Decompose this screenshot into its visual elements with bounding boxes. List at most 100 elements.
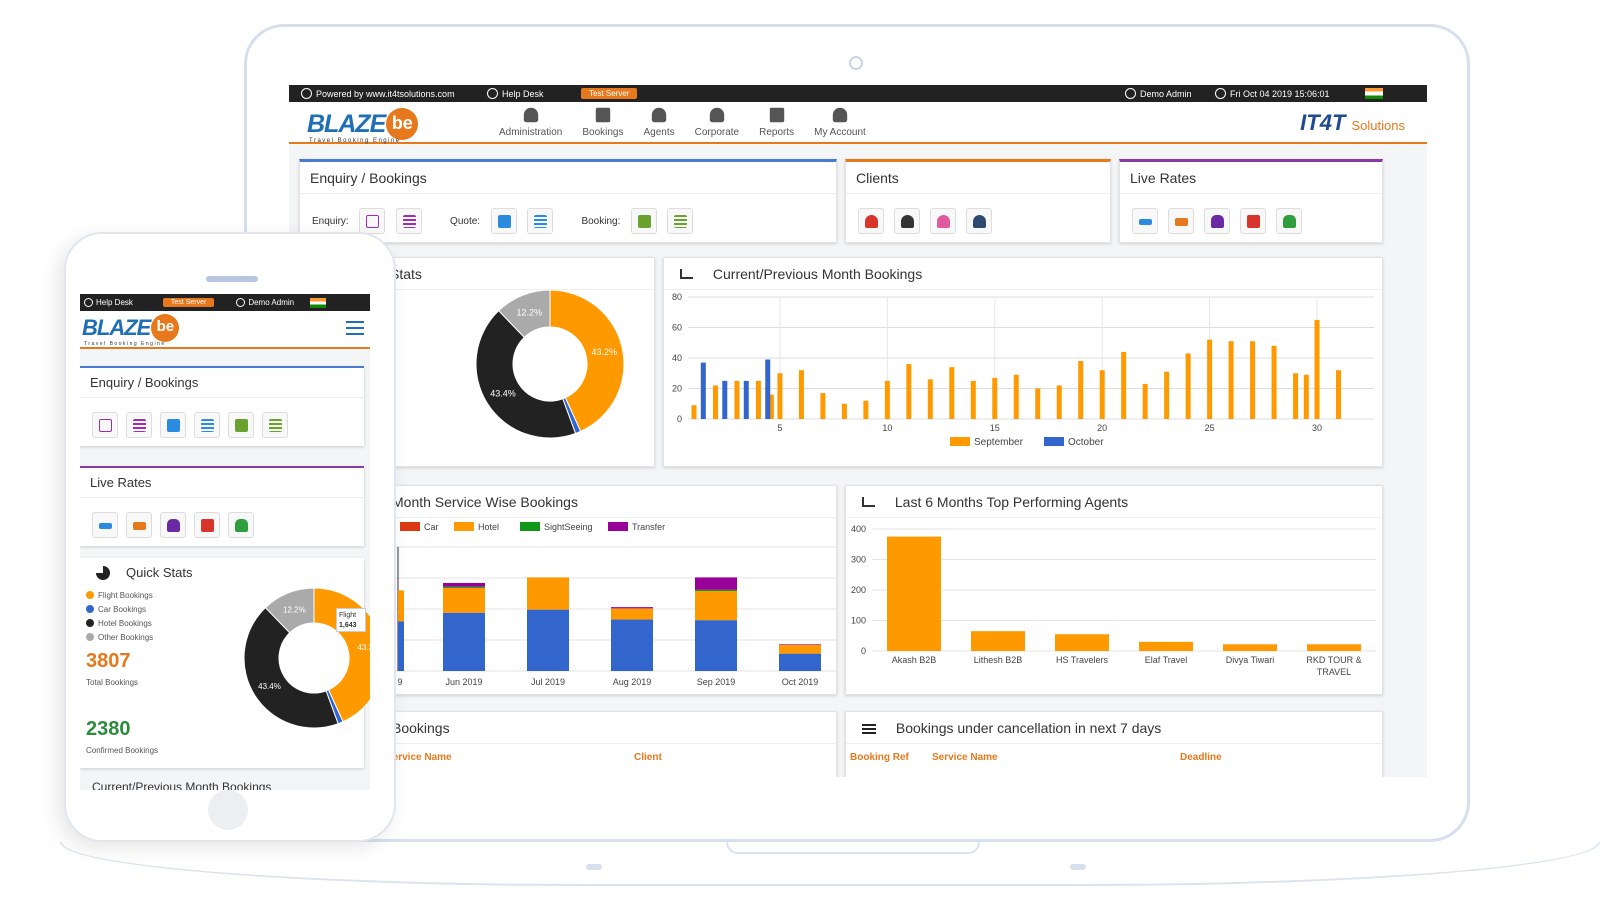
pie-data-label: 43.2%	[591, 347, 617, 357]
pie-data-label: 43.4%	[258, 682, 281, 691]
legend-label: Flight Bookings	[98, 590, 153, 600]
legend-label-car: Car	[424, 522, 439, 532]
quote-list-button[interactable]	[194, 412, 220, 438]
powered-by[interactable]: Powered by www.it4tsolutions.com	[301, 88, 455, 99]
legend-swatch-september	[950, 437, 970, 446]
bookings-pie-chart: 43.2% 43.4% 12.2%	[475, 289, 625, 439]
nav-my-account[interactable]: My Account	[814, 106, 866, 138]
col-booking-ref[interactable]: Booking Ref	[850, 752, 909, 763]
india-flag-icon[interactable]	[1365, 88, 1383, 99]
headset-icon	[84, 298, 93, 307]
bar-september	[1250, 341, 1256, 419]
user-menu[interactable]: Demo Admin	[1125, 88, 1192, 99]
phone-live-rates-panel: Live Rates	[80, 466, 364, 546]
phone-help-desk[interactable]: Help Desk	[84, 298, 133, 307]
panel-title: Enquiry / Bookings	[80, 368, 364, 398]
legend-label: Other Bookings	[98, 632, 154, 642]
phone-server-badge: Test Server	[162, 298, 215, 307]
x-tick-label: 9	[397, 677, 402, 687]
nav-reports[interactable]: Reports	[759, 106, 794, 138]
corporate-user-icon	[709, 107, 725, 123]
bar-september	[1303, 374, 1309, 419]
blaze-logo[interactable]: BLAZE be Travel Booking Engine	[307, 108, 419, 144]
hotel-rates-button[interactable]	[1168, 208, 1194, 234]
legend-item[interactable]: Other Bookings	[86, 630, 153, 644]
booking-label: Booking:	[581, 215, 621, 227]
bar-flight	[611, 619, 653, 671]
x-tick-label: Divya Tiwari	[1226, 655, 1275, 665]
logo-mark: be	[386, 108, 419, 140]
phone-user-menu[interactable]: Demo Admin	[236, 298, 294, 307]
legend-item[interactable]: Car Bookings	[86, 602, 153, 616]
col-deadline[interactable]: Deadline	[1180, 752, 1222, 763]
col-service-name[interactable]: Service Name	[932, 752, 998, 763]
datetime: Fri Oct 04 2019 15:06:01	[1215, 88, 1330, 99]
desktop-screen: Powered by www.it4tsolutions.com Help De…	[289, 85, 1427, 777]
y-tick-label: 400	[851, 524, 866, 534]
hotel-rates-button[interactable]	[126, 512, 152, 538]
car-icon	[167, 519, 180, 532]
bar-chart-icon	[680, 269, 693, 279]
transfer-rates-button[interactable]	[228, 512, 254, 538]
live-rates-actions	[1120, 194, 1382, 234]
col-service-name[interactable]: Service Name	[386, 752, 452, 763]
new-quote-button[interactable]	[490, 208, 517, 234]
enquiry-list-button[interactable]	[126, 412, 152, 438]
nav-label: Bookings	[582, 127, 624, 138]
booking-list-button[interactable]	[262, 412, 288, 438]
bar-september	[1207, 339, 1213, 419]
legend-swatch-car	[400, 522, 420, 531]
flight-rates-button[interactable]	[92, 512, 118, 538]
col-client[interactable]: Client	[634, 752, 662, 763]
user-icon	[865, 215, 878, 228]
recent-bookings-header: Service Name Client	[300, 744, 836, 774]
sightseeing-rates-button[interactable]	[1240, 208, 1266, 234]
phone-help-desk-text: Help Desk	[96, 298, 133, 307]
phone-home-button[interactable]	[208, 790, 248, 830]
car-rates-button[interactable]	[1204, 208, 1230, 234]
client-groups-button[interactable]	[894, 208, 920, 234]
pie-chart-icon	[96, 566, 110, 580]
list-icon	[133, 419, 146, 432]
x-tick-label: HS Travelers	[1056, 655, 1109, 665]
new-enquiry-button[interactable]	[359, 208, 386, 234]
hamburger-menu-icon[interactable]	[346, 321, 364, 335]
y-tick-label: 80	[672, 292, 682, 302]
new-booking-button[interactable]	[228, 412, 254, 438]
quick-stats-title: Quick Stats	[126, 565, 193, 580]
phone-bookings-pie-chart: 43.2 43.4% 12.2%	[243, 587, 370, 729]
help-desk-text: Help Desk	[502, 88, 544, 99]
booking-list-button[interactable]	[667, 208, 694, 234]
new-quote-button[interactable]	[160, 412, 186, 438]
new-enquiry-button[interactable]	[92, 412, 118, 438]
enquiry-list-button[interactable]	[395, 208, 422, 234]
bar-sightseeing	[443, 586, 485, 588]
it4t-logo[interactable]: IT4T Solutions	[1300, 110, 1405, 136]
bar-september	[906, 364, 912, 419]
nav-corporate[interactable]: Corporate	[695, 106, 739, 138]
nav-agents[interactable]: Agents	[644, 106, 675, 138]
bar-sightseeing	[695, 589, 737, 592]
sightseeing-rates-button[interactable]	[194, 512, 220, 538]
nav-administration[interactable]: Administration	[499, 106, 562, 138]
logo-tagline: Travel Booking Engine	[84, 341, 166, 347]
client-search-button[interactable]	[966, 208, 992, 234]
phone-blaze-logo[interactable]: BLAZE be Travel Booking Engine	[82, 314, 180, 347]
transfer-rates-button[interactable]	[1276, 208, 1302, 234]
phone-navbar: BLAZE be Travel Booking Engine	[80, 311, 370, 349]
panel-title: Live Rates	[80, 468, 364, 498]
legend-item[interactable]: Hotel Bookings	[86, 616, 153, 630]
pie-tooltip: Flight 1,643	[336, 608, 366, 632]
help-desk-link[interactable]: Help Desk	[487, 88, 544, 99]
flight-rates-button[interactable]	[1132, 208, 1158, 234]
india-flag-icon[interactable]	[310, 297, 327, 308]
quote-list-button[interactable]	[526, 208, 553, 234]
add-client-button[interactable]	[858, 208, 884, 234]
car-rates-button[interactable]	[160, 512, 186, 538]
legend-item[interactable]: Flight Bookings	[86, 588, 153, 602]
client-contacts-button[interactable]	[930, 208, 956, 234]
new-booking-button[interactable]	[630, 208, 657, 234]
nav-bookings[interactable]: Bookings	[582, 106, 624, 138]
list-icon	[674, 215, 688, 228]
total-bookings-value: 3807	[86, 650, 131, 672]
